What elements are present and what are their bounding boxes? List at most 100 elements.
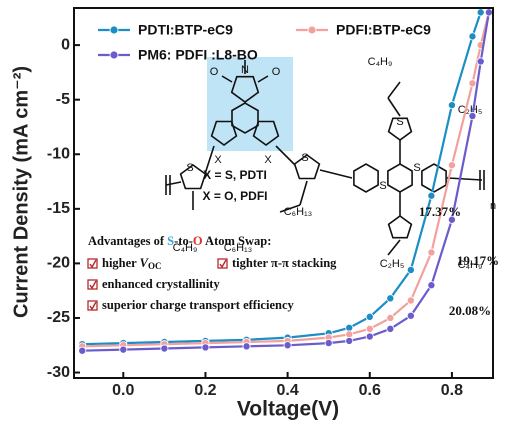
inset-item-part: tighter π-π stacking xyxy=(232,256,337,270)
inset-item: superior charge transport efficiency xyxy=(102,298,294,312)
bond xyxy=(221,75,233,83)
structure-label: C₄H₉ xyxy=(173,242,198,254)
inset-item-part: higher xyxy=(102,256,140,270)
structure-label: X = S, PDTI xyxy=(203,168,267,182)
y-tick-label: -5 xyxy=(56,91,70,108)
legend-label: PM6: PDFI :L8-BO xyxy=(138,47,258,63)
bond xyxy=(387,239,401,256)
plot-frame xyxy=(73,7,494,379)
x-tick-label: 0.2 xyxy=(194,382,216,399)
data-point xyxy=(468,112,477,121)
data-point xyxy=(406,265,415,274)
bond xyxy=(165,181,182,186)
bond xyxy=(275,145,296,166)
x-tick-label: 0.6 xyxy=(359,382,381,399)
structure-label: X = O, PDFI xyxy=(202,189,267,203)
check xyxy=(219,259,227,269)
structure-label: C₆H₁₃ xyxy=(224,242,253,254)
data-point xyxy=(406,296,415,305)
data-point xyxy=(476,57,485,66)
data-point xyxy=(386,324,395,333)
bond xyxy=(387,97,401,117)
y-tick-label: -15 xyxy=(47,200,70,217)
inset-item-part: OC xyxy=(148,261,162,271)
y-tick-label: 0 xyxy=(61,36,70,53)
x-tick-label: 0.8 xyxy=(441,382,463,399)
data-point xyxy=(484,8,493,17)
ring xyxy=(387,163,413,193)
data-point xyxy=(447,101,456,110)
inset-item-part: enhanced crystallinity xyxy=(102,277,220,291)
y-tick-label: -25 xyxy=(47,309,70,326)
ring xyxy=(252,120,280,146)
y-tick-label: -30 xyxy=(47,364,70,381)
ring xyxy=(387,117,413,141)
data-point xyxy=(386,294,395,303)
ring xyxy=(293,154,321,180)
bond xyxy=(447,177,483,181)
ring xyxy=(231,102,259,134)
data-point xyxy=(345,323,354,332)
inset-title: Advantages of S-to-O Atom Swap: xyxy=(88,234,271,248)
data-point xyxy=(345,330,354,339)
bond xyxy=(257,75,269,83)
checkbox xyxy=(87,300,98,311)
inset-item: enhanced crystallinity xyxy=(102,277,220,291)
efficiency-label: 17.37% xyxy=(419,204,461,219)
data-point xyxy=(201,343,210,352)
bond xyxy=(387,81,401,99)
checkbox xyxy=(87,279,98,290)
data-point xyxy=(386,313,395,322)
inset-title-part: S xyxy=(167,234,174,248)
data-point xyxy=(468,79,477,88)
ring xyxy=(230,75,260,103)
structure-label: S xyxy=(413,162,420,174)
data-point xyxy=(406,311,415,320)
bond xyxy=(204,145,215,175)
checkbox xyxy=(87,258,98,269)
structure-label: S xyxy=(396,116,403,128)
legend-marker xyxy=(307,25,317,35)
structure-label: S xyxy=(301,152,308,164)
data-point xyxy=(365,324,374,333)
y-axis-label: Current Density (mA cm⁻²) xyxy=(10,66,32,318)
structure-label: C₂H₅ xyxy=(380,258,405,270)
structure-label: X xyxy=(264,154,272,166)
inset-item: higher VOC xyxy=(102,256,161,271)
legend-marker xyxy=(109,50,119,60)
inset-item-part: V xyxy=(140,256,150,270)
bond xyxy=(299,180,308,206)
data-point xyxy=(283,341,292,350)
x-tick-label: 0.0 xyxy=(112,382,134,399)
data-point xyxy=(345,336,354,345)
series-line xyxy=(82,12,490,348)
ring xyxy=(210,120,238,146)
structure-label: X xyxy=(214,154,222,166)
y-tick-label: -10 xyxy=(47,145,70,162)
data-point xyxy=(468,32,477,41)
data-point xyxy=(427,191,436,200)
efficiency-label: 20.08% xyxy=(449,303,491,318)
data-point xyxy=(324,339,333,348)
data-point xyxy=(78,346,87,355)
data-point xyxy=(476,8,485,17)
structure-label: C₄H₉ xyxy=(368,56,393,68)
checkbox xyxy=(217,258,228,269)
check xyxy=(89,301,97,311)
inset-title-part: Advantages of xyxy=(88,234,167,248)
structure-label: S xyxy=(379,180,386,192)
structure-label: C₂H₅ xyxy=(458,104,483,116)
inset-item-part: superior charge transport efficiency xyxy=(102,298,294,312)
structure-label: O xyxy=(272,66,281,78)
structure-label: S xyxy=(186,162,193,174)
data-point xyxy=(119,345,128,354)
check xyxy=(89,280,97,290)
data-point xyxy=(365,332,374,341)
data-point xyxy=(160,344,169,353)
data-point xyxy=(242,342,251,351)
data-point xyxy=(427,248,436,257)
inset-item: tighter π-π stacking xyxy=(232,256,337,270)
data-point xyxy=(447,215,456,224)
